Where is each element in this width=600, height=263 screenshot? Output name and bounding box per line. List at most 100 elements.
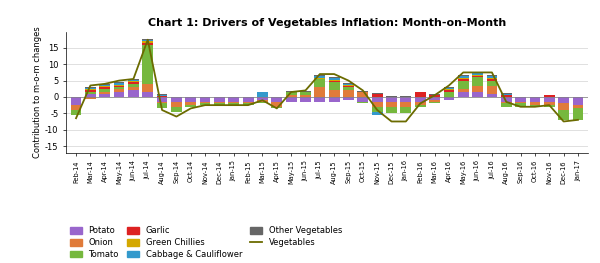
Bar (429, 102, 440, 104)
Bar (501, 104, 512, 107)
Bar (343, 85, 354, 87)
Bar (443, 90, 454, 92)
Bar (415, 102, 425, 105)
Bar (429, 95, 440, 97)
Bar (515, 97, 526, 102)
Bar (71, 105, 82, 110)
Bar (100, 92, 110, 94)
Bar (472, 92, 483, 97)
Bar (472, 75, 483, 76)
Bar (300, 92, 311, 95)
Bar (314, 78, 325, 79)
Bar (157, 104, 167, 108)
Bar (286, 95, 296, 97)
Bar (128, 82, 139, 84)
Bar (171, 107, 182, 112)
Bar (544, 102, 554, 105)
Bar (113, 92, 124, 97)
Bar (157, 94, 167, 95)
Bar (271, 97, 282, 102)
Bar (85, 97, 96, 99)
Bar (85, 92, 96, 94)
Bar (487, 94, 497, 97)
Bar (157, 102, 167, 104)
Bar (515, 104, 526, 107)
Bar (358, 97, 368, 102)
Bar (443, 97, 454, 100)
Bar (314, 76, 325, 78)
Bar (443, 88, 454, 89)
Bar (487, 80, 497, 85)
Y-axis label: Contribution to m-o-m changes: Contribution to m-o-m changes (33, 26, 42, 158)
Bar (472, 73, 483, 75)
Bar (572, 97, 583, 105)
Bar (314, 75, 325, 76)
Bar (257, 102, 268, 104)
Bar (487, 76, 497, 78)
Bar (501, 93, 512, 94)
Bar (142, 41, 153, 43)
Bar (314, 87, 325, 97)
Bar (386, 107, 397, 113)
Bar (85, 87, 96, 88)
Bar (501, 95, 512, 97)
Bar (544, 97, 554, 102)
Bar (214, 97, 225, 102)
Bar (229, 97, 239, 102)
Bar (113, 87, 124, 89)
Bar (257, 100, 268, 102)
Bar (271, 102, 282, 107)
Bar (329, 90, 340, 97)
Bar (501, 102, 512, 104)
Bar (100, 89, 110, 92)
Bar (271, 107, 282, 108)
Bar (458, 78, 469, 79)
Bar (487, 75, 497, 76)
Bar (100, 94, 110, 97)
Bar (458, 80, 469, 89)
Bar (157, 97, 167, 102)
Bar (458, 79, 469, 80)
Bar (171, 97, 182, 102)
Bar (515, 102, 526, 104)
Bar (185, 105, 196, 107)
Bar (443, 87, 454, 88)
Bar (415, 97, 425, 102)
Bar (343, 87, 354, 90)
Bar (372, 102, 383, 107)
Bar (572, 105, 583, 108)
Bar (142, 92, 153, 97)
Bar (487, 78, 497, 79)
Bar (429, 100, 440, 102)
Bar (257, 97, 268, 100)
Bar (472, 85, 483, 92)
Bar (400, 96, 411, 97)
Bar (558, 97, 569, 104)
Bar (314, 79, 325, 87)
Bar (100, 86, 110, 87)
Bar (343, 97, 354, 100)
Bar (113, 89, 124, 92)
Bar (400, 102, 411, 107)
Bar (343, 90, 354, 97)
Bar (113, 82, 124, 83)
Bar (128, 87, 139, 90)
Bar (458, 76, 469, 78)
Bar (71, 110, 82, 115)
Bar (200, 97, 211, 102)
Bar (142, 43, 153, 45)
Bar (142, 45, 153, 84)
Bar (386, 102, 397, 107)
Bar (329, 80, 340, 82)
Title: Chart 1: Drivers of Vegetables Inflation: Month-on-Month: Chart 1: Drivers of Vegetables Inflation… (148, 18, 506, 28)
Bar (400, 107, 411, 113)
Bar (128, 81, 139, 82)
Bar (530, 97, 541, 102)
Bar (372, 107, 383, 112)
Bar (214, 104, 225, 105)
Bar (558, 104, 569, 110)
Bar (128, 84, 139, 87)
Bar (243, 104, 254, 105)
Bar (142, 84, 153, 92)
Bar (286, 97, 296, 102)
